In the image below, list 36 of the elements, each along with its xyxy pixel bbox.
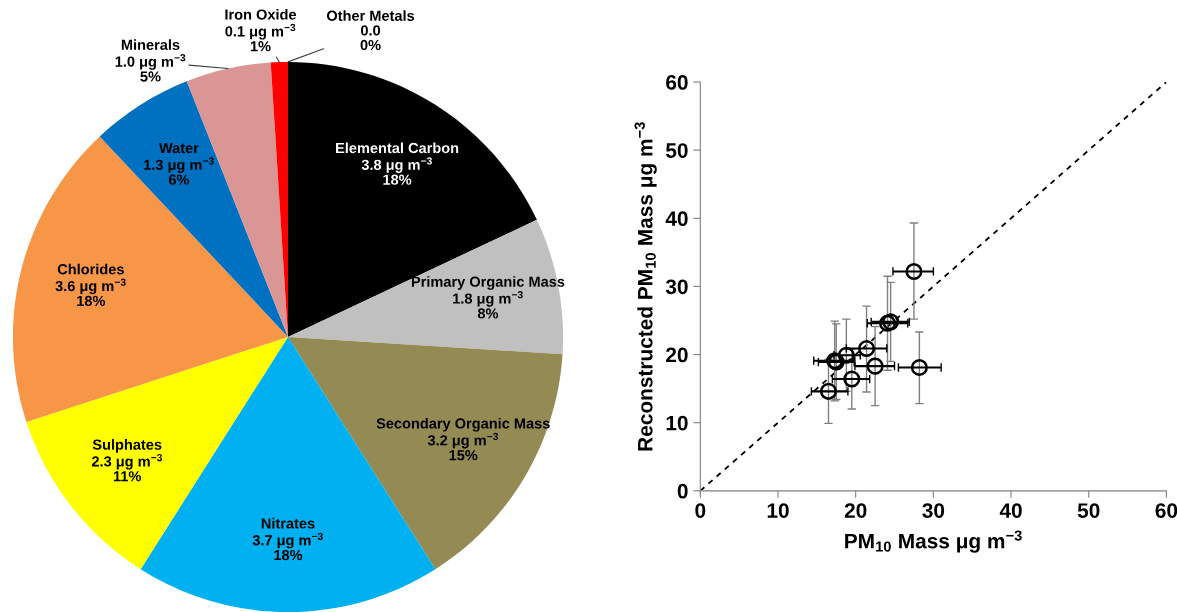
x-tick-label: 0 [695,503,706,518]
x-tick-label: 10 [767,503,789,518]
x-tick-label: 60 [1155,503,1177,518]
slice-label: Secondary Organic Mass [376,417,550,432]
text: 3.2 μg m$^{−3}$ 15% [427,432,499,461]
slice-label: Elemental Carbon [336,142,459,154]
text: 3.8 μg m$^{−3}$ 18% [361,157,432,185]
y-tick-label: 10 [666,415,688,431]
slice-label: Primary Organic Mass [411,276,565,290]
y-tick-label: 50 [665,143,688,158]
text: 3.6 μg m$^{−3}$ 18% [55,278,126,307]
text: 1.8 μg m$^{−3}$ 8% [453,291,523,319]
text: 2.3 μg m$^{−3}$ 11% [91,453,163,482]
category-label: Other Metals [326,10,415,21]
slice-label: Sulphates [92,439,162,453]
y-axis-title: Reconstructed PM$_{10}$ Mass μg m$^{−3}$ [634,122,657,451]
text: 1.3 μg m$^{−3}$ 6% [144,157,214,185]
x-tick-label: 30 [922,503,945,518]
y-tick-label: 30 [665,279,688,295]
slice-label: Water [158,143,199,154]
slice-label: Minerals [121,39,180,50]
y-tick-label: 0 [677,483,688,499]
y-tick-label: 20 [666,347,688,363]
y-tick-label: 60 [666,75,688,90]
x-axis-title: PM$_{10}$ Mass μg m$^{−3}$ [845,530,1022,553]
text: 0.1 μg m$^{−3}$ 1% [225,23,296,52]
text: 0.0 0% [360,25,381,51]
x-tick-label: 50 [1077,503,1100,518]
text: 1.0 μg m$^{−3}$ 5% [115,54,186,82]
x-tick-label: 40 [999,503,1022,518]
slice-label: Iron Oxide [225,9,297,20]
text: 3.7 μg m$^{−3}$ 18% [252,532,323,561]
y-tick-label: 40 [665,211,688,227]
x-tick-label: 20 [844,503,867,518]
slice-label: Nitrates [261,517,315,529]
slice-label: Chlorides [57,263,124,275]
